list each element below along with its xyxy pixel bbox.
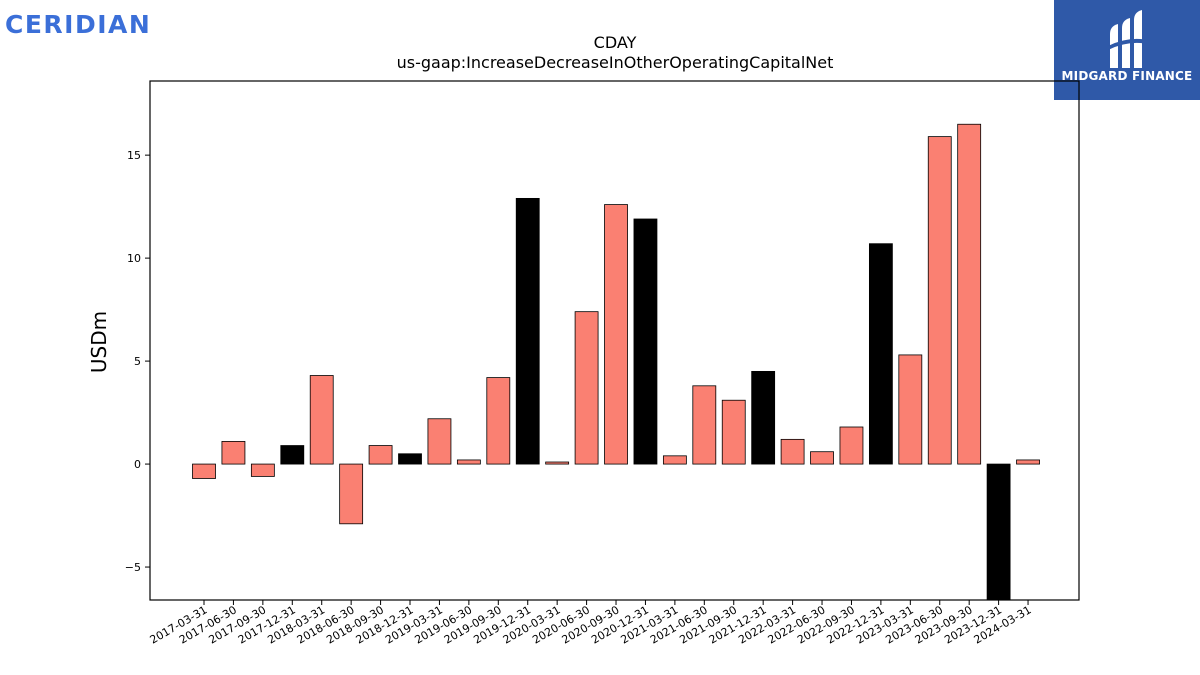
bar-2020-09-30: [604, 204, 628, 465]
y-tick-label: 5: [134, 355, 141, 368]
bar-2021-12-31: [751, 370, 776, 465]
bar-2017-06-30: [221, 441, 246, 465]
bar-2023-03-31: [898, 354, 923, 465]
y-tick-label: −5: [125, 561, 141, 574]
bar-2021-03-31: [662, 455, 687, 465]
y-tick-label: 10: [127, 252, 141, 265]
bars-group: [192, 123, 1040, 601]
y-axis-label: USDm: [87, 311, 111, 373]
bar-2019-06-30: [456, 459, 481, 465]
bar-2022-12-31: [868, 243, 893, 465]
bar-2017-12-31: [280, 445, 305, 465]
y-tick-label: 0: [134, 458, 141, 471]
midgard-finance-logo: MIDGARD FINANCE: [1054, 0, 1200, 100]
bar-2020-06-30: [574, 311, 599, 465]
ceridian-logo: CERIDIAN: [5, 10, 152, 39]
bar-2021-09-30: [721, 399, 746, 465]
bar-2024-03-31: [1016, 459, 1040, 465]
bar-2023-09-30: [957, 123, 982, 465]
bar-2017-03-31: [192, 463, 216, 479]
midgard-finance-label: MIDGARD FINANCE: [1061, 69, 1193, 83]
bar-2018-12-31: [398, 453, 422, 465]
bar-2022-09-30: [839, 426, 864, 465]
chart-subtitle: us-gaap:IncreaseDecreaseInOtherOperating…: [397, 53, 834, 72]
bar-2019-09-30: [486, 377, 511, 465]
bar-2017-09-30: [250, 463, 275, 477]
bar-2018-06-30: [339, 463, 364, 525]
plot-frame: [149, 80, 1080, 601]
bar-2022-06-30: [810, 451, 834, 465]
bar-2023-12-31: [986, 463, 1011, 601]
bar-2019-12-31: [515, 197, 540, 465]
bar-2022-03-31: [780, 438, 805, 465]
bar-2023-06-30: [927, 136, 952, 465]
y-axis-ticks: −5 0 5 10 15: [125, 149, 150, 574]
midgard-emblem-icon: [1108, 10, 1148, 68]
bar-2020-03-31: [545, 461, 570, 465]
bar-2018-09-30: [368, 445, 393, 465]
bar-2019-03-31: [427, 418, 452, 465]
bar-2018-03-31: [309, 375, 334, 465]
bar-2020-12-31: [633, 218, 658, 465]
chart-title: CDAY: [594, 33, 637, 52]
x-axis-ticks: 2017-03-312017-06-302017-09-302017-12-31…: [148, 600, 1034, 647]
bar-2021-06-30: [692, 385, 717, 465]
y-tick-label: 15: [127, 149, 141, 162]
